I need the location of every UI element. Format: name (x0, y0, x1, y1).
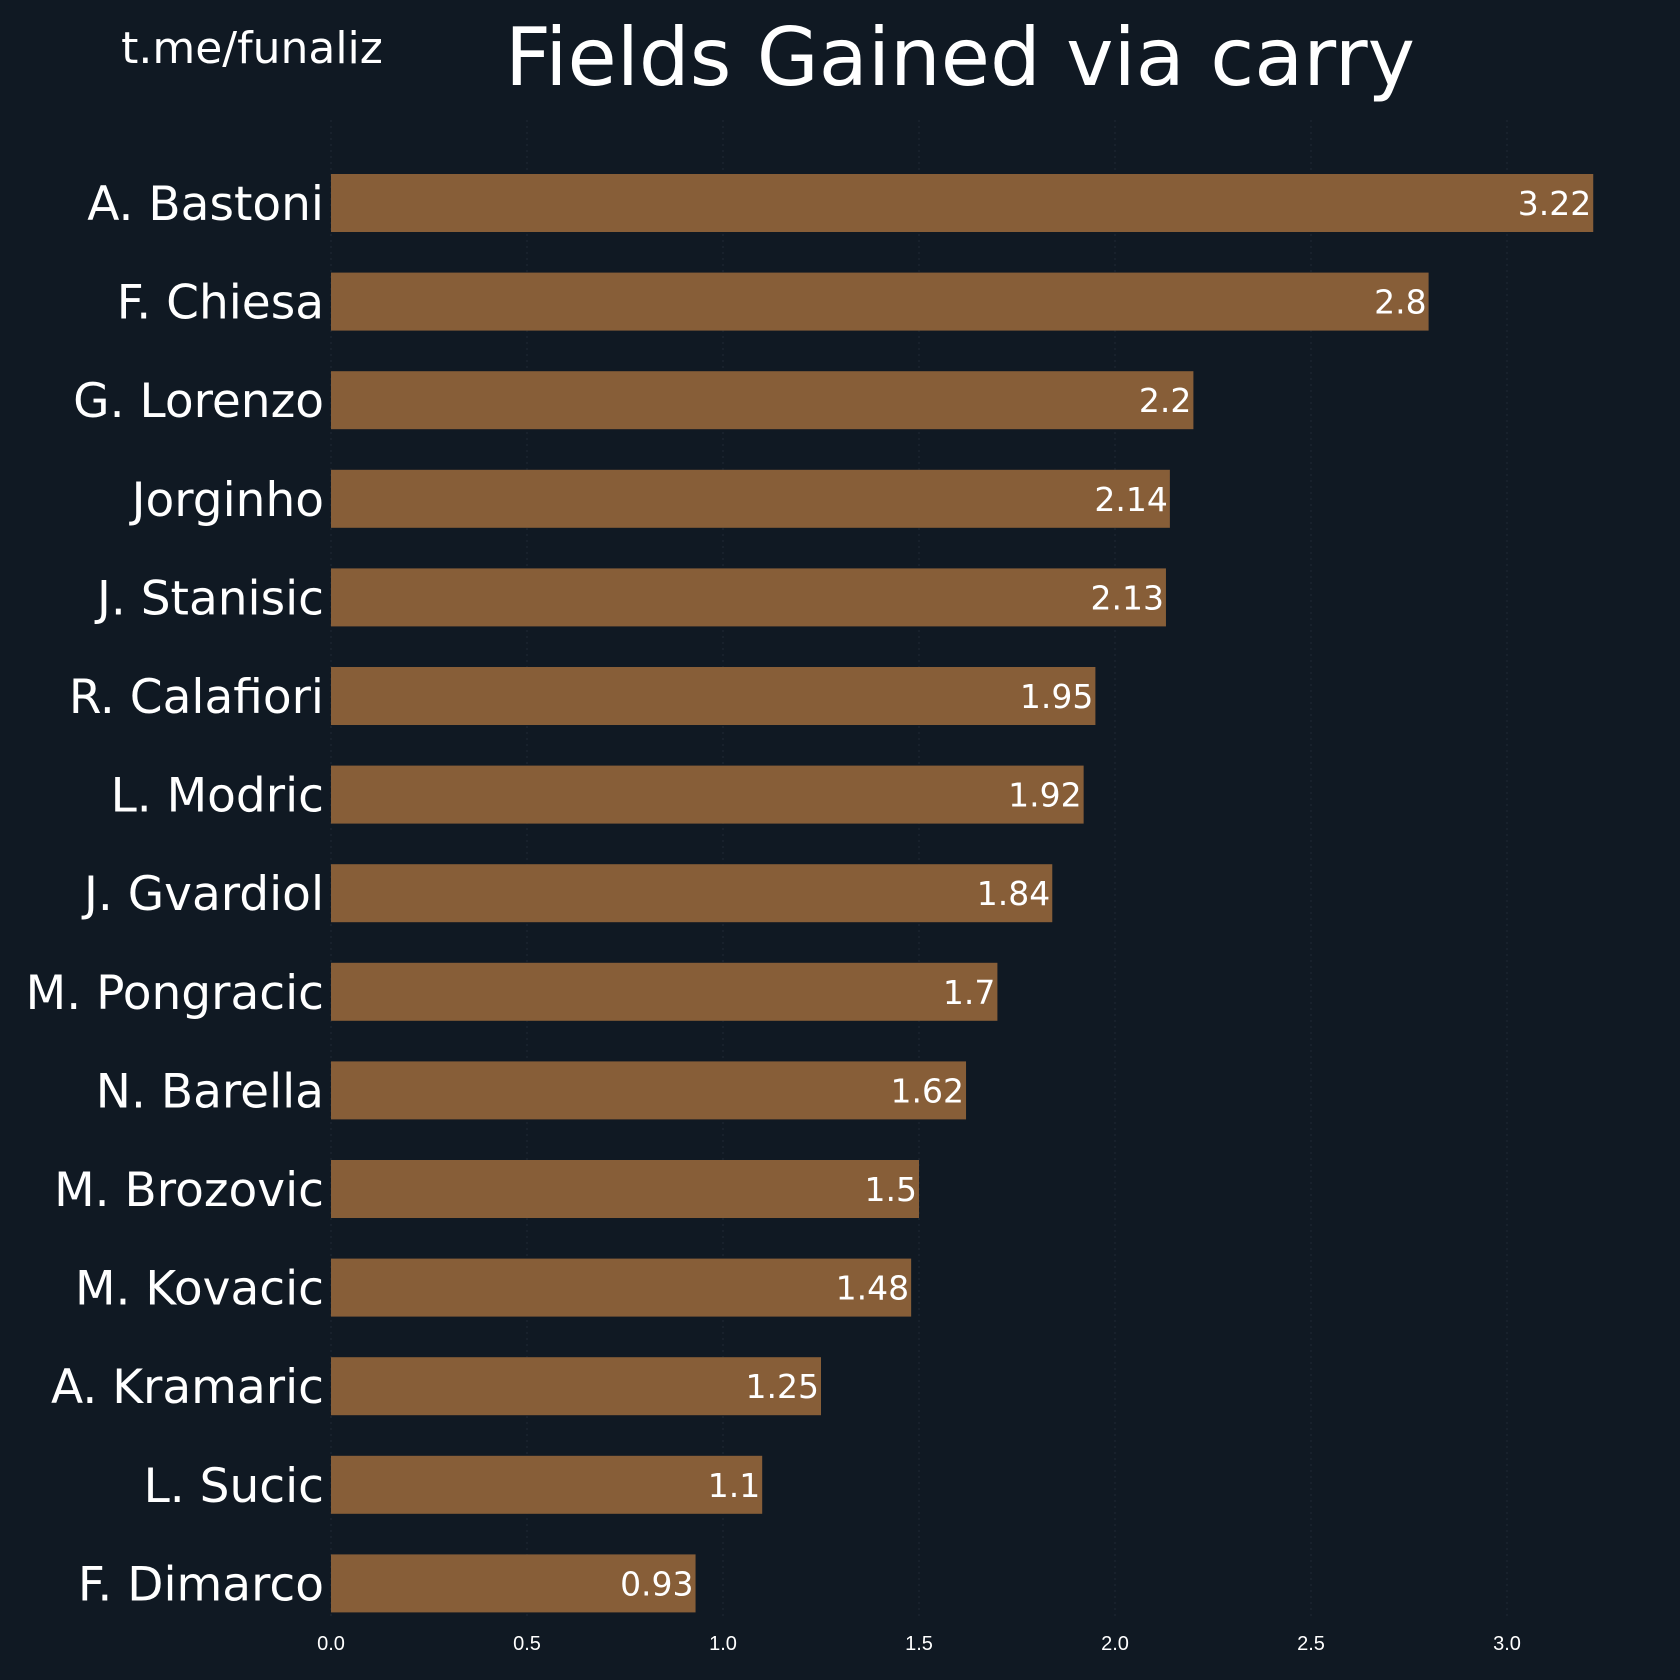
watermark-text: t.me/funaliz (121, 23, 383, 74)
value-label: 3.22 (1518, 184, 1591, 223)
bar (331, 1160, 919, 1218)
x-tick-label: 2.5 (1297, 1633, 1325, 1655)
x-tick-label: 0.0 (317, 1633, 345, 1655)
category-label: A. Kramaric (51, 1360, 324, 1415)
category-labels: A. Bastoni F. Chiesa G. Lorenzo Jorginho J. … (26, 177, 324, 1612)
category-label: M. Pongracic (26, 966, 324, 1021)
category-label: R. Calafiori (69, 670, 324, 725)
bar (331, 1554, 696, 1613)
value-label: 1.95 (1020, 677, 1093, 716)
bar (331, 174, 1594, 232)
x-tick-label: 1.5 (905, 1633, 933, 1655)
bar (331, 1455, 763, 1514)
bar (331, 765, 1084, 824)
category-label: Jorginho (129, 473, 324, 528)
x-tick-label: 2.0 (1101, 1633, 1129, 1655)
category-label: L. Modric (111, 769, 324, 824)
x-axis-ticks: 0.0 0.5 1.0 1.5 2.0 2.5 3.0 (317, 1633, 1521, 1655)
value-label: 0.93 (620, 1564, 693, 1603)
value-label: 2.13 (1090, 578, 1163, 617)
category-label: A. Bastoni (87, 177, 324, 232)
x-tick-label: 0.5 (513, 1633, 541, 1655)
bar (331, 1258, 912, 1317)
value-label: 1.84 (977, 874, 1050, 913)
value-label: 1.25 (746, 1367, 819, 1406)
value-label: 2.14 (1094, 480, 1167, 519)
value-label: 1.7 (943, 973, 995, 1012)
value-label: 1.62 (891, 1071, 964, 1110)
bar (331, 371, 1194, 430)
category-label: G. Lorenzo (73, 374, 324, 429)
bar (331, 568, 1166, 627)
category-label: M. Brozovic (54, 1163, 324, 1218)
value-label: 1.92 (1008, 776, 1081, 815)
value-label: 1.48 (836, 1269, 909, 1308)
category-label: N. Barella (96, 1064, 324, 1119)
value-label: 1.1 (708, 1466, 760, 1505)
category-label: M. Kovacic (75, 1262, 324, 1317)
category-label: F. Dimarco (78, 1557, 324, 1612)
bar (331, 667, 1096, 725)
value-label: 2.2 (1139, 381, 1191, 420)
category-label: J. Stanisic (94, 571, 324, 626)
value-label: 2.8 (1374, 283, 1426, 322)
chart-title: Fields Gained via carry (505, 11, 1415, 104)
category-label: F. Chiesa (117, 276, 324, 331)
bar (331, 962, 998, 1021)
bar (331, 469, 1170, 528)
category-label: J. Gvardiol (81, 867, 324, 922)
bar (331, 864, 1053, 923)
category-label: L. Sucic (144, 1459, 324, 1514)
bars (331, 174, 1594, 1613)
bar (331, 272, 1429, 331)
bar (331, 1061, 967, 1120)
bar (331, 1357, 821, 1416)
x-tick-label: 1.0 (709, 1633, 737, 1655)
value-label: 1.5 (865, 1170, 917, 1209)
x-tick-label: 3.0 (1493, 1633, 1521, 1655)
value-labels: 3.22 2.8 2.2 2.14 2.13 1.95 1.92 1.84 1.7 1.62 1.5… (620, 184, 1591, 1603)
